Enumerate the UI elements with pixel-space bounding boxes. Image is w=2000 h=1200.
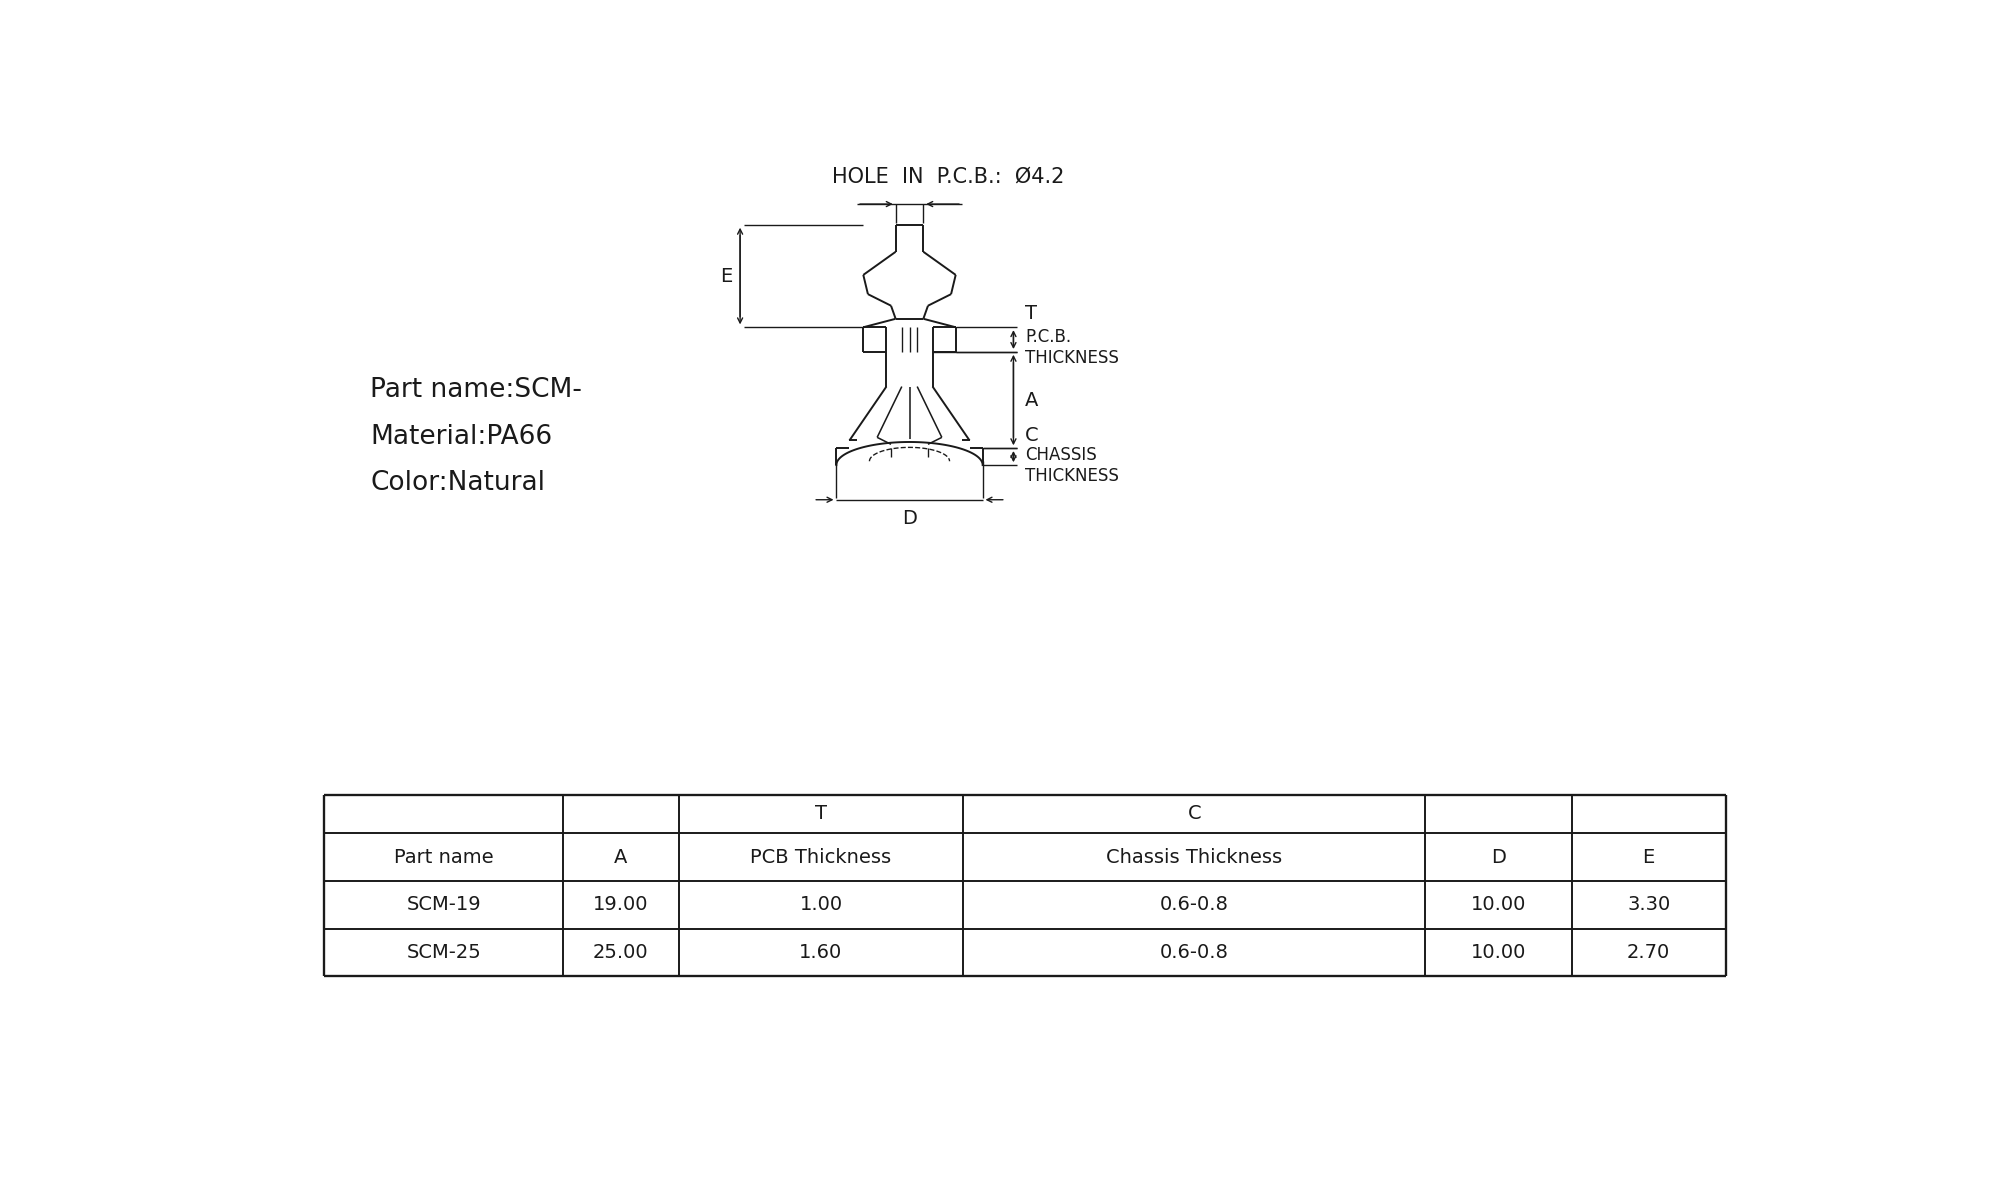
Text: D: D: [902, 509, 916, 528]
Text: 1.60: 1.60: [800, 943, 842, 962]
Text: 2.70: 2.70: [1628, 943, 1670, 962]
Text: C: C: [1024, 426, 1038, 445]
Text: SCM-19: SCM-19: [406, 895, 480, 914]
Text: 1.00: 1.00: [800, 895, 842, 914]
Text: HOLE  IN  P.C.B.:  Ø4.2: HOLE IN P.C.B.: Ø4.2: [832, 167, 1064, 186]
Text: T: T: [814, 804, 826, 823]
Text: Color:Natural: Color:Natural: [370, 470, 546, 496]
Text: 10.00: 10.00: [1470, 895, 1526, 914]
Text: C: C: [1188, 804, 1202, 823]
Text: Material:PA66: Material:PA66: [370, 424, 552, 450]
Text: 0.6-0.8: 0.6-0.8: [1160, 895, 1228, 914]
Text: Chassis Thickness: Chassis Thickness: [1106, 847, 1282, 866]
Text: Part name:SCM-: Part name:SCM-: [370, 377, 582, 403]
Text: PCB Thickness: PCB Thickness: [750, 847, 892, 866]
Text: D: D: [1492, 847, 1506, 866]
Text: E: E: [720, 266, 732, 286]
Text: 19.00: 19.00: [592, 895, 648, 914]
Text: 3.30: 3.30: [1628, 895, 1670, 914]
Text: 10.00: 10.00: [1470, 943, 1526, 962]
Text: 25.00: 25.00: [592, 943, 648, 962]
Text: E: E: [1642, 847, 1654, 866]
Text: A: A: [614, 847, 628, 866]
Text: 0.6-0.8: 0.6-0.8: [1160, 943, 1228, 962]
Text: SCM-25: SCM-25: [406, 943, 482, 962]
Text: T: T: [1024, 304, 1036, 323]
Text: CHASSIS
THICKNESS: CHASSIS THICKNESS: [1024, 446, 1118, 485]
Text: A: A: [1024, 390, 1038, 409]
Text: P.C.B.
THICKNESS: P.C.B. THICKNESS: [1024, 328, 1118, 367]
Text: Part name: Part name: [394, 847, 494, 866]
